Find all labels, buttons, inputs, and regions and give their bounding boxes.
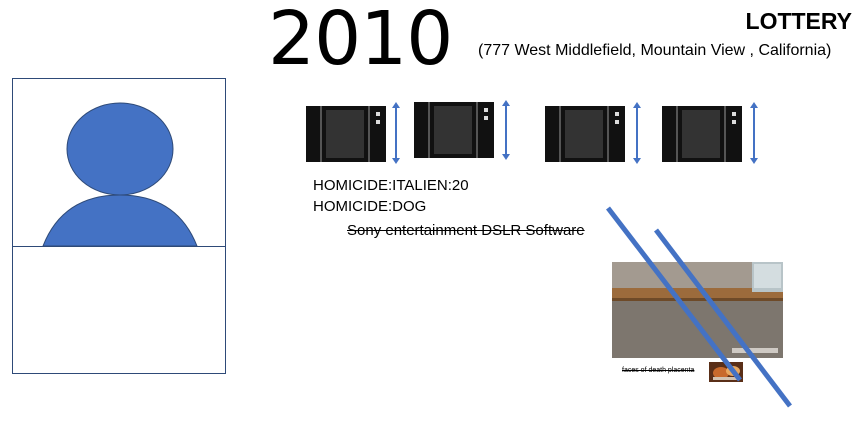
year-heading: 2010 (268, 0, 453, 82)
thumbnail-image (709, 362, 743, 382)
camera-diagrams (300, 98, 780, 168)
user-silhouette-icon (42, 102, 198, 247)
lottery-title: LOTTERY (745, 8, 852, 34)
portrait-divider (13, 246, 225, 247)
photo-caption: faces of death placenta (622, 367, 695, 374)
camera-diagram-icon (306, 102, 400, 164)
room-photo (612, 262, 783, 358)
room-photo-image (612, 262, 783, 358)
struck-note: Sony entertainment DSLR Software (347, 222, 585, 239)
homicide-note-2: HOMICIDE:DOG (313, 198, 427, 215)
lottery-address: (777 West Middlefield, Mountain View , C… (478, 42, 832, 59)
homicide-note-1: HOMICIDE:ITALIEN:20 (313, 177, 469, 194)
camera-diagram-icon (414, 100, 510, 160)
camera-diagram-icon (545, 102, 641, 164)
camera-diagram-icon (662, 102, 758, 164)
portrait-card (12, 78, 226, 374)
